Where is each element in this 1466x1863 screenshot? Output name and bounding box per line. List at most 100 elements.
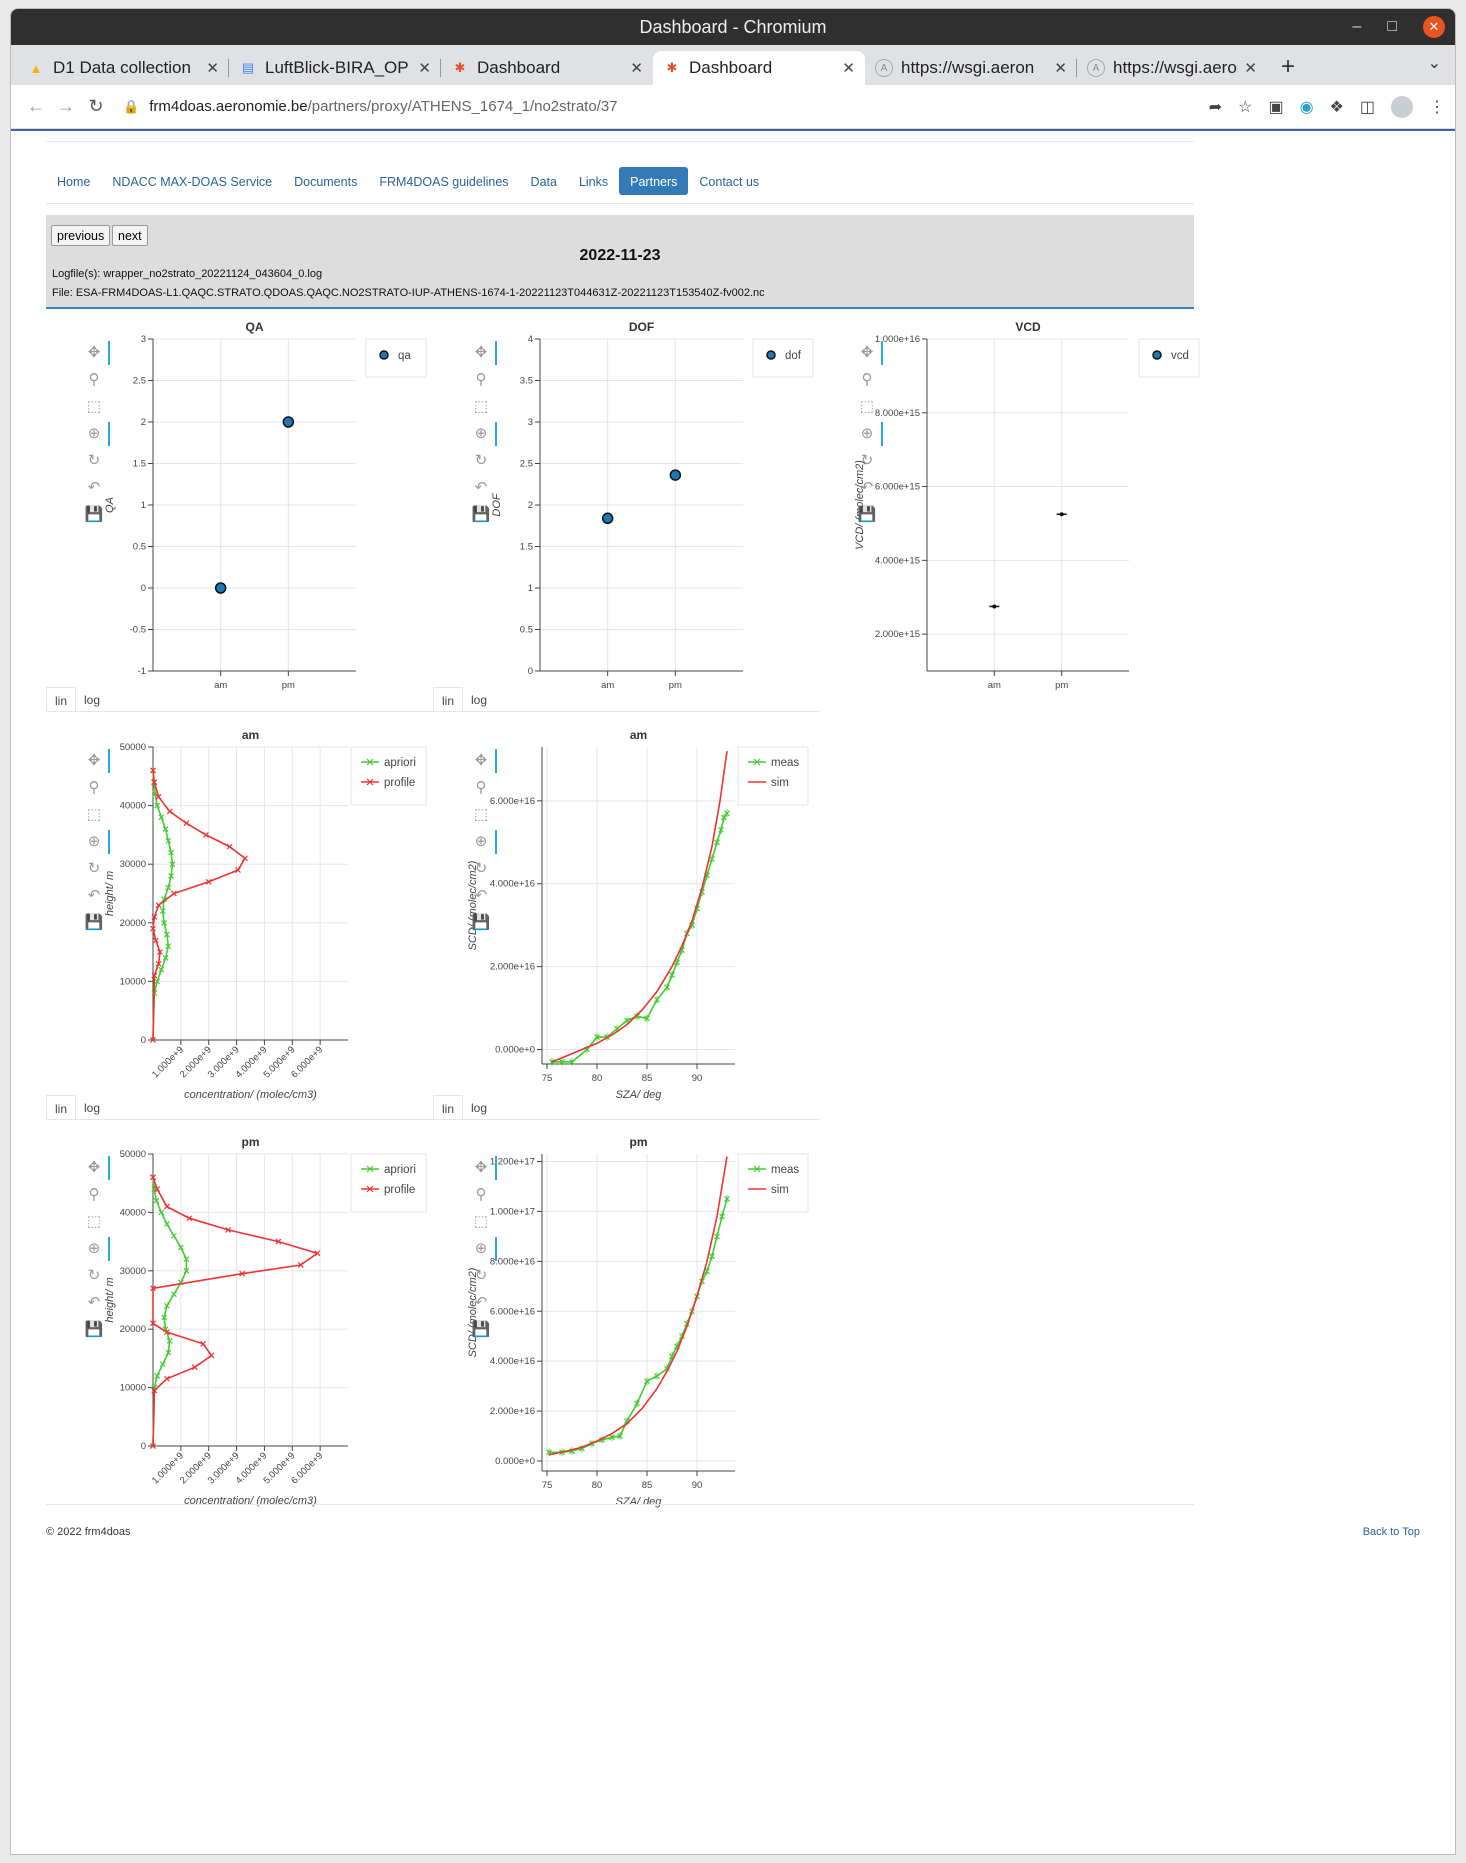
- tab-log[interactable]: log: [471, 1101, 488, 1115]
- pan-tool-icon[interactable]: ✥: [471, 1156, 497, 1185]
- browser-tab[interactable]: ▤ LuftBlick-BIRA_OP ✕: [229, 51, 441, 85]
- wheel-zoom-icon[interactable]: ⚲: [475, 371, 487, 388]
- zoom-in-icon[interactable]: ⊕: [84, 1237, 110, 1266]
- save-icon[interactable]: 💾: [84, 914, 104, 931]
- undo-icon[interactable]: ↶: [87, 479, 101, 496]
- tab-log[interactable]: log: [84, 693, 101, 707]
- nav-links[interactable]: Links: [578, 175, 609, 189]
- box-zoom-icon[interactable]: ⬚: [473, 1213, 489, 1230]
- back-icon[interactable]: ←: [27, 96, 45, 116]
- tab-lin[interactable]: lin: [46, 687, 77, 711]
- box-zoom-icon[interactable]: ⬚: [473, 398, 489, 415]
- zoom-in-icon[interactable]: ⊕: [84, 422, 110, 451]
- chart-vcd[interactable]: ✥ ⚲ ⬚ ⊕ ↻ ↶ 💾 VCD 2.000e+15 4.000e+15 6.000e+15 8.0…: [819, 317, 1219, 692]
- zoom-in-icon[interactable]: ⊕: [471, 1237, 497, 1266]
- undo-icon[interactable]: ↶: [474, 1294, 488, 1311]
- chart-prof_am[interactable]: ✥ ⚲ ⬚ ⊕ ↻ ↶ 💾 am 0 10000 20000 30000 40000 50000 1.000…: [46, 725, 446, 1101]
- wheel-zoom-icon[interactable]: ⚲: [88, 371, 100, 388]
- tab-lin[interactable]: lin: [433, 687, 464, 711]
- undo-icon[interactable]: ↶: [87, 1294, 101, 1311]
- reset-icon[interactable]: ↻: [87, 860, 101, 877]
- nav-ndacc[interactable]: NDACC MAX-DOAS Service: [112, 175, 273, 189]
- reset-icon[interactable]: ↻: [474, 452, 488, 469]
- browser-tab[interactable]: ▲ D1 Data collection ✕: [17, 51, 229, 85]
- tab-log[interactable]: log: [471, 693, 488, 707]
- minimize-icon[interactable]: –: [1352, 18, 1362, 35]
- tab-close-icon[interactable]: ✕: [842, 60, 855, 77]
- next-button[interactable]: next: [112, 225, 148, 246]
- extension-globe-icon[interactable]: ◉: [1299, 98, 1314, 116]
- profile-avatar-icon[interactable]: [1391, 95, 1413, 118]
- chart-scd_pm[interactable]: ✥ ⚲ ⬚ ⊕ ↻ ↶ 💾 pm 0.000e+0 2.000e+16 4.000e+16 6.000…: [433, 1132, 833, 1508]
- tab-close-icon[interactable]: ✕: [206, 60, 219, 77]
- wheel-zoom-icon[interactable]: ⚲: [88, 1186, 100, 1203]
- extension-icon[interactable]: ▣: [1268, 98, 1284, 116]
- browser-tab[interactable]: ✱ Dashboard ✕: [441, 51, 653, 85]
- pan-tool-icon[interactable]: ✥: [84, 1156, 110, 1185]
- zoom-in-icon[interactable]: ⊕: [471, 830, 497, 859]
- bookmark-star-icon[interactable]: ☆: [1238, 98, 1253, 116]
- reset-icon[interactable]: ↻: [87, 452, 101, 469]
- tab-close-icon[interactable]: ✕: [1054, 60, 1067, 77]
- reset-icon[interactable]: ↻: [474, 860, 488, 877]
- pan-tool-icon[interactable]: ✥: [84, 341, 110, 370]
- chart-prof_pm[interactable]: ✥ ⚲ ⬚ ⊕ ↻ ↶ 💾 pm 0 10000 20000 30000 40000 50000 1.000…: [46, 1132, 446, 1507]
- tab-close-icon[interactable]: ✕: [1244, 60, 1257, 77]
- tab-lin[interactable]: lin: [433, 1095, 464, 1119]
- nav-partners[interactable]: Partners: [619, 167, 689, 195]
- zoom-in-icon[interactable]: ⊕: [857, 422, 883, 451]
- pan-tool-icon[interactable]: ✥: [471, 749, 497, 778]
- chart-scd_am[interactable]: ✥ ⚲ ⬚ ⊕ ↻ ↶ 💾 am 0.000e+0 2.000e+16 4.000e+16 6.000…: [433, 725, 833, 1101]
- save-icon[interactable]: 💾: [471, 1321, 491, 1338]
- tab-lin[interactable]: lin: [46, 1095, 77, 1119]
- save-icon[interactable]: 💾: [84, 506, 104, 523]
- nav-contact[interactable]: Contact us: [699, 175, 760, 189]
- chart-dof[interactable]: ✥ ⚲ ⬚ ⊕ ↻ ↶ 💾 DOF 0 0.5 1 1.5 2 2.5 3 3.5 4 am pm DOF dof: [433, 317, 833, 692]
- address-bar[interactable]: 🔒 frm4doas.aeronomie.be/partners/proxy/A…: [123, 90, 1197, 124]
- wheel-zoom-icon[interactable]: ⚲: [88, 779, 100, 796]
- chart-qa[interactable]: ✥ ⚲ ⬚ ⊕ ↻ ↶ 💾 QA -1 -0.5 0 0.5 1 1.5 2 2.5 3 am pm QA qa: [46, 317, 446, 692]
- nav-documents[interactable]: Documents: [294, 175, 358, 189]
- reset-icon[interactable]: ↻: [87, 1267, 101, 1284]
- nav-guidelines[interactable]: FRM4DOAS guidelines: [379, 175, 509, 189]
- pan-tool-icon[interactable]: ✥: [84, 749, 110, 778]
- lock-icon[interactable]: 🔒: [123, 98, 140, 114]
- previous-button[interactable]: previous: [51, 225, 111, 246]
- tab-close-icon[interactable]: ✕: [418, 60, 431, 77]
- save-icon[interactable]: 💾: [471, 506, 491, 523]
- save-icon[interactable]: 💾: [471, 914, 491, 931]
- undo-icon[interactable]: ↶: [860, 479, 874, 496]
- reset-icon[interactable]: ↻: [474, 1267, 488, 1284]
- menu-dots-icon[interactable]: ⋮: [1429, 98, 1445, 116]
- undo-icon[interactable]: ↶: [87, 887, 101, 904]
- maximize-icon[interactable]: □: [1387, 18, 1397, 35]
- wheel-zoom-icon[interactable]: ⚲: [475, 1186, 487, 1203]
- tab-log[interactable]: log: [84, 1101, 101, 1115]
- box-zoom-icon[interactable]: ⬚: [86, 806, 102, 823]
- side-panel-icon[interactable]: ◫: [1359, 98, 1375, 116]
- undo-icon[interactable]: ↶: [474, 479, 488, 496]
- nav-home[interactable]: Home: [57, 175, 91, 189]
- new-tab-icon[interactable]: +: [1281, 53, 1296, 80]
- forward-icon[interactable]: →: [57, 96, 75, 116]
- box-zoom-icon[interactable]: ⬚: [859, 398, 875, 415]
- box-zoom-icon[interactable]: ⬚: [86, 1213, 102, 1230]
- wheel-zoom-icon[interactable]: ⚲: [475, 779, 487, 796]
- close-window-icon[interactable]: ✕: [1423, 16, 1445, 38]
- nav-data[interactable]: Data: [530, 175, 557, 189]
- reset-icon[interactable]: ↻: [860, 452, 874, 469]
- box-zoom-icon[interactable]: ⬚: [86, 398, 102, 415]
- wheel-zoom-icon[interactable]: ⚲: [861, 371, 873, 388]
- chevron-down-icon[interactable]: ⌄: [1427, 55, 1441, 72]
- share-icon[interactable]: ➦: [1208, 98, 1223, 116]
- back-to-top-link[interactable]: Back to Top: [1362, 1526, 1420, 1538]
- zoom-in-icon[interactable]: ⊕: [471, 422, 497, 451]
- pan-tool-icon[interactable]: ✥: [471, 341, 497, 370]
- browser-tab-active[interactable]: ✱ Dashboard ✕: [653, 51, 865, 85]
- save-icon[interactable]: 💾: [857, 506, 877, 523]
- pan-tool-icon[interactable]: ✥: [857, 341, 883, 370]
- save-icon[interactable]: 💾: [84, 1321, 104, 1338]
- zoom-in-icon[interactable]: ⊕: [84, 830, 110, 859]
